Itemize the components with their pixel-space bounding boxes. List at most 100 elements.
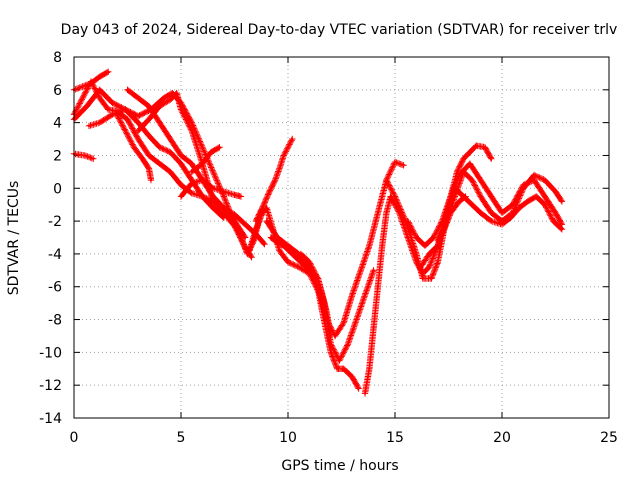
data-point bbox=[282, 244, 285, 247]
data-point bbox=[211, 200, 215, 203]
data-point bbox=[468, 162, 472, 165]
data-point bbox=[222, 206, 225, 210]
data-point bbox=[509, 216, 512, 220]
data-point bbox=[169, 170, 172, 174]
data-point bbox=[543, 203, 546, 206]
y-tick-label: 4 bbox=[53, 116, 62, 132]
y-axis-label: SDTVAR / TECUs bbox=[6, 181, 22, 296]
data-point bbox=[244, 236, 247, 239]
x-tick-label: 10 bbox=[279, 430, 297, 446]
data-point bbox=[406, 219, 410, 223]
data-point bbox=[372, 269, 375, 272]
data-point bbox=[560, 200, 564, 203]
y-tick-label: -4 bbox=[48, 247, 62, 263]
data-point bbox=[468, 150, 472, 154]
y-tick-label: -6 bbox=[48, 280, 62, 296]
data-point bbox=[85, 105, 89, 108]
data-point bbox=[267, 191, 270, 195]
y-tick-label: 2 bbox=[53, 148, 62, 164]
data-point bbox=[137, 114, 140, 118]
data-point bbox=[351, 375, 354, 379]
series-pass-07 bbox=[113, 111, 155, 184]
data-point bbox=[357, 387, 360, 390]
series-pass-04 bbox=[70, 78, 255, 261]
data-point bbox=[428, 252, 431, 256]
data-point bbox=[233, 193, 236, 197]
data-point bbox=[169, 137, 172, 141]
data-point bbox=[443, 228, 446, 231]
data-point bbox=[490, 195, 493, 198]
data-point bbox=[179, 154, 183, 157]
data-point bbox=[115, 113, 119, 116]
data-point bbox=[244, 223, 247, 226]
x-tick-label: 25 bbox=[600, 430, 618, 446]
data-point bbox=[179, 183, 183, 187]
data-point bbox=[111, 113, 114, 116]
data-point bbox=[436, 244, 439, 247]
data-point bbox=[299, 252, 303, 256]
data-point bbox=[89, 80, 93, 83]
data-point bbox=[278, 249, 281, 252]
data-point bbox=[329, 342, 332, 346]
data-point bbox=[385, 178, 388, 182]
data-point bbox=[98, 88, 101, 92]
data-point bbox=[453, 187, 457, 190]
data-point bbox=[222, 195, 225, 198]
data-point bbox=[149, 178, 153, 182]
data-point bbox=[299, 260, 303, 264]
data-point bbox=[449, 211, 452, 215]
data-point bbox=[244, 246, 247, 249]
data-point bbox=[470, 203, 474, 206]
data-point bbox=[190, 178, 193, 182]
data-point bbox=[458, 200, 461, 203]
data-point bbox=[421, 272, 425, 275]
data-point bbox=[308, 269, 311, 272]
data-point bbox=[81, 85, 84, 88]
y-tick-label: 6 bbox=[53, 83, 62, 99]
data-point bbox=[190, 182, 193, 185]
data-point bbox=[107, 108, 110, 111]
data-point bbox=[158, 105, 161, 108]
data-point bbox=[158, 121, 161, 124]
data-point bbox=[137, 121, 140, 124]
data-point bbox=[308, 260, 311, 264]
data-point bbox=[532, 178, 536, 182]
x-tick-label: 15 bbox=[386, 430, 404, 446]
data-point bbox=[398, 211, 401, 215]
data-point bbox=[464, 195, 467, 198]
data-point bbox=[273, 178, 277, 182]
data-point bbox=[158, 162, 161, 165]
data-point bbox=[98, 75, 101, 78]
data-point bbox=[393, 195, 397, 198]
series-pass-16 bbox=[297, 250, 334, 340]
data-point bbox=[329, 334, 332, 338]
data-point bbox=[316, 277, 320, 280]
series-pass-01 bbox=[70, 150, 97, 162]
data-point bbox=[500, 223, 504, 226]
data-point bbox=[190, 129, 193, 133]
data-point bbox=[479, 195, 482, 198]
data-point bbox=[376, 211, 380, 215]
data-point bbox=[462, 157, 465, 160]
data-point bbox=[402, 164, 405, 167]
data-point bbox=[368, 244, 371, 247]
series-pass-10 bbox=[177, 176, 245, 200]
data-point bbox=[490, 157, 493, 160]
data-point bbox=[372, 326, 375, 329]
data-point bbox=[355, 318, 358, 321]
chart-title: Day 043 of 2024, Sidereal Day-to-day VTE… bbox=[61, 22, 618, 38]
data-point bbox=[483, 146, 487, 149]
data-point bbox=[147, 154, 151, 157]
data-point bbox=[535, 195, 538, 198]
data-point bbox=[211, 187, 215, 190]
y-tick-label: -2 bbox=[48, 214, 62, 230]
data-point bbox=[81, 96, 84, 100]
data-point bbox=[552, 219, 555, 223]
data-point bbox=[543, 195, 546, 198]
data-point bbox=[351, 293, 354, 297]
y-tick-label: -12 bbox=[39, 378, 62, 394]
series-pass-09 bbox=[188, 144, 223, 176]
data-point bbox=[500, 211, 504, 215]
